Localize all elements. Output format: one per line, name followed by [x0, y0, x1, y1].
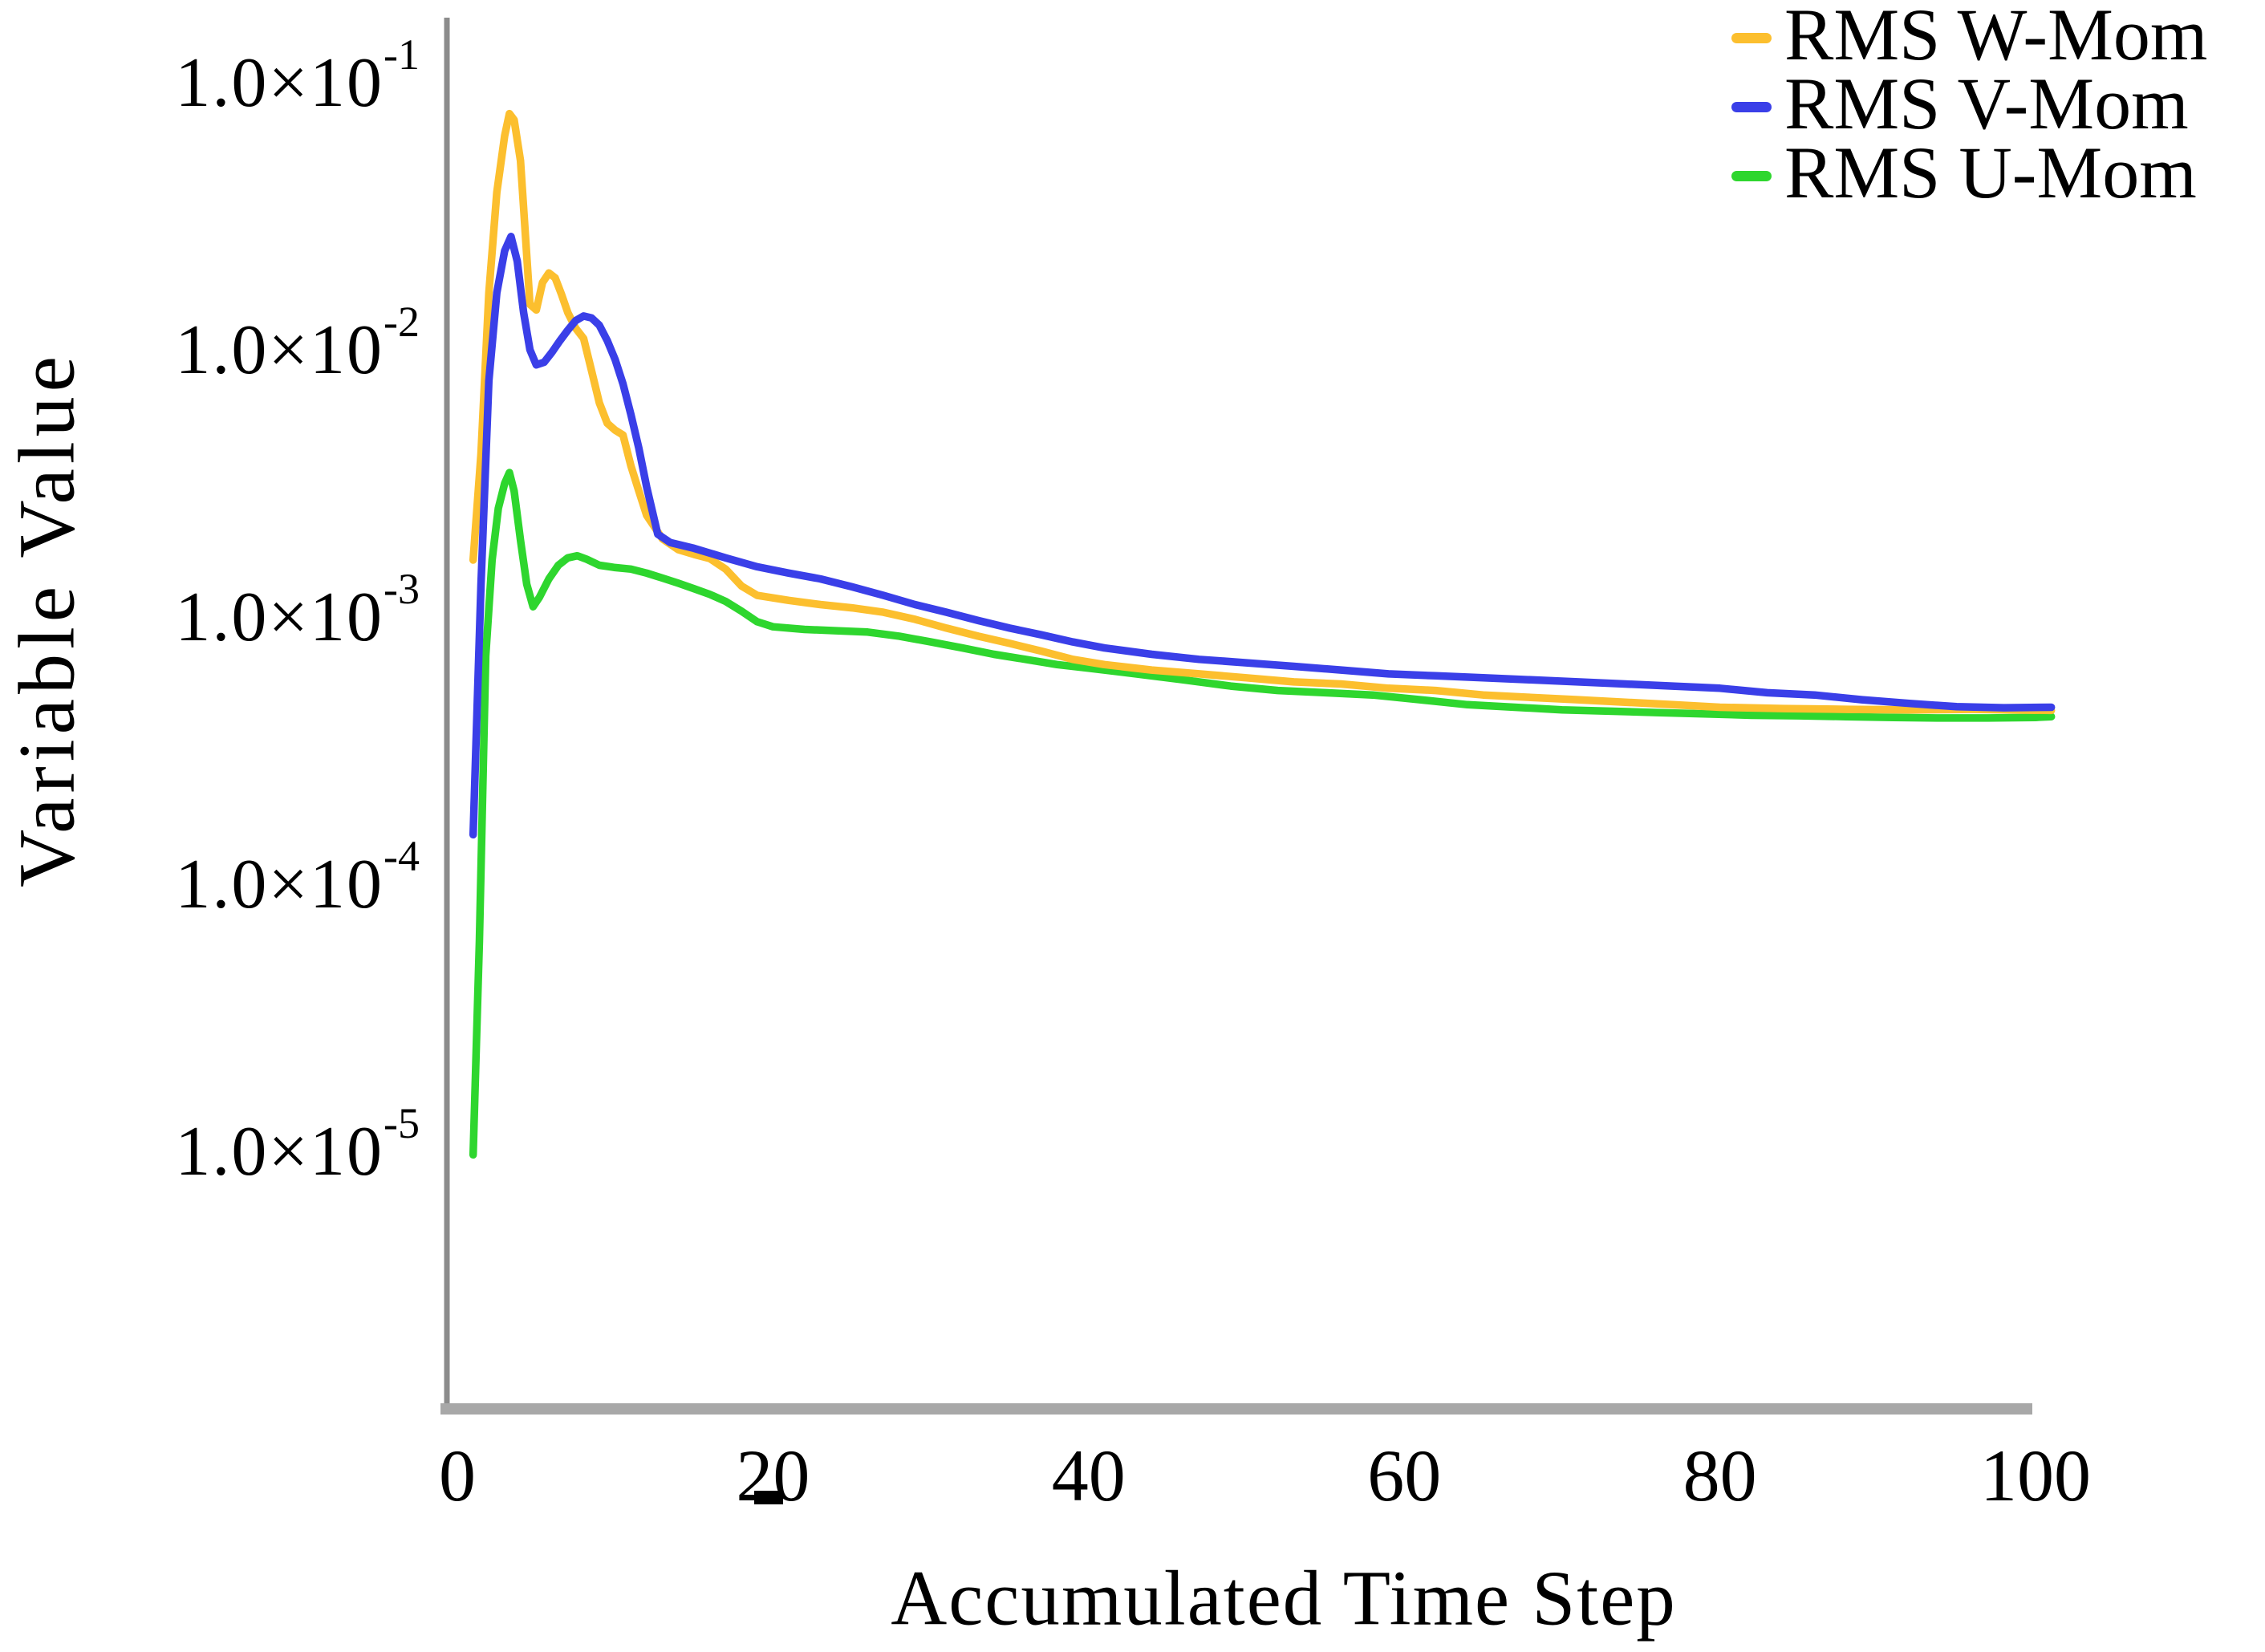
y-tick-base: 1.0×10	[175, 578, 384, 656]
series-path	[469, 233, 2056, 839]
legend-swatch-w-mom-icon	[1731, 32, 1772, 43]
x-axis-title: Accumulated Time Step	[891, 1555, 1677, 1642]
y-tick-exponent: -5	[384, 1098, 420, 1147]
legend-item-w-mom: RMS W-Mom	[1731, 0, 2208, 75]
y-tick-exponent: -4	[384, 831, 420, 880]
legend-item-u-mom: RMS U-Mom	[1731, 132, 2207, 213]
y-tick-exponent: -1	[384, 30, 420, 79]
y-tick-base: 1.0×10	[175, 845, 384, 923]
legend-label-w-mom: RMS W-Mom	[1784, 0, 2208, 75]
x-tick-label: 20	[736, 1435, 810, 1516]
legend-item-v-mom: RMS V-Mom	[1731, 63, 2207, 144]
y-tick-exponent: -2	[384, 297, 420, 346]
series-path	[469, 469, 2056, 1159]
y-tick-base: 1.0×10	[175, 43, 384, 122]
y-tick-base: 1.0×10	[175, 311, 384, 389]
y-tick-label: 1.0×10-4	[175, 831, 420, 925]
y-tick-exponent: -3	[384, 564, 420, 613]
legend-swatch-v-mom-icon	[1731, 101, 1772, 112]
y-tick-base: 1.0×10	[175, 1112, 384, 1191]
y-tick-label: 1.0×10-1	[175, 30, 420, 124]
x-tick-label: 80	[1683, 1435, 1757, 1516]
y-tick-label: 1.0×10-2	[175, 297, 420, 391]
series-path	[469, 109, 2056, 715]
x-tick-label: 0	[439, 1435, 476, 1516]
y-tick-label: 1.0×10-5	[175, 1098, 420, 1192]
y-tick-label: 1.0×10-3	[175, 564, 420, 658]
stray-mark	[754, 1491, 783, 1504]
legend-label-v-mom: RMS V-Mom	[1784, 63, 2189, 144]
legend-label-u-mom: RMS U-Mom	[1784, 132, 2197, 213]
x-tick-label: 100	[1980, 1435, 2091, 1516]
x-tick-label: 60	[1367, 1435, 1442, 1516]
legend-swatch-u-mom-icon	[1731, 170, 1772, 181]
legend: RMS W-Mom RMS V-Mom RMS U-Mom	[1731, 0, 2208, 213]
y-axis-title: Variable Value	[2, 351, 91, 888]
x-tick-label: 40	[1051, 1435, 1126, 1516]
